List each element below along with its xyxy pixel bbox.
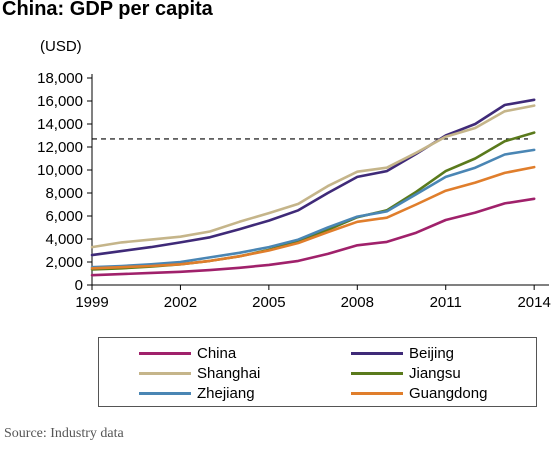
legend-label-beijing: Beijing xyxy=(409,344,455,362)
legend-item-china: China xyxy=(139,344,236,362)
legend-item-beijing: Beijing xyxy=(351,344,454,362)
legend-swatch-china xyxy=(139,351,191,355)
y-axis-unit-label: (USD) xyxy=(40,38,82,55)
series-line-shanghai xyxy=(90,104,536,249)
y-tick-label-4000: 4,000 xyxy=(45,231,83,248)
y-tick-label-10000: 10,000 xyxy=(37,162,83,179)
series-line-beijing xyxy=(90,98,536,257)
chart-title: China: GDP per capita xyxy=(2,0,213,20)
line-chart: 0 2,000 4,000 6,000 8,000 10,000 12,000 14,000 1… xyxy=(37,70,551,311)
legend-item-guangdong: Guangdong xyxy=(351,384,487,402)
x-tick-label-2008: 2008 xyxy=(341,294,374,311)
legend-swatch-beijing xyxy=(351,351,403,355)
x-tick-label-1999: 1999 xyxy=(75,294,108,311)
legend-item-shanghai: Shanghai xyxy=(139,364,260,382)
series-line-zhejiang xyxy=(90,148,536,269)
legend-label-shanghai: Shanghai xyxy=(197,364,261,382)
y-tick-label-2000: 2,000 xyxy=(45,254,83,271)
x-tick-label-2005: 2005 xyxy=(252,294,285,311)
y-tick-label-14000: 14,000 xyxy=(37,116,83,133)
legend-label-china: China xyxy=(197,344,237,362)
y-tick-label-18000: 18,000 xyxy=(37,70,83,87)
y-tick-label-6000: 6,000 xyxy=(45,208,83,225)
x-tick-label-2002: 2002 xyxy=(164,294,197,311)
legend: China Beijing Shanghai Jiangsu Zhejiang … xyxy=(98,337,537,407)
legend-swatch-jiangsu xyxy=(351,371,403,375)
x-tick-label-2011: 2011 xyxy=(430,294,462,311)
y-tick-label-8000: 8,000 xyxy=(45,185,83,202)
y-tick-label-0: 0 xyxy=(75,277,83,294)
legend-swatch-shanghai xyxy=(139,371,191,375)
source-note: Source: Industry data xyxy=(4,426,124,441)
series-line-guangdong xyxy=(90,165,536,270)
legend-label-zhejiang: Zhejiang xyxy=(197,384,255,402)
y-tick-label-12000: 12,000 xyxy=(37,139,83,156)
legend-label-guangdong: Guangdong xyxy=(409,384,488,402)
legend-swatch-guangdong xyxy=(351,391,403,395)
y-tick-label-16000: 16,000 xyxy=(37,93,83,110)
series-line-china xyxy=(90,197,536,277)
legend-item-zhejiang: Zhejiang xyxy=(139,384,255,402)
legend-item-jiangsu: Jiangsu xyxy=(351,364,461,382)
legend-swatch-zhejiang xyxy=(139,391,191,395)
x-tick-label-2014: 2014 xyxy=(517,294,550,311)
legend-label-jiangsu: Jiangsu xyxy=(409,364,461,382)
